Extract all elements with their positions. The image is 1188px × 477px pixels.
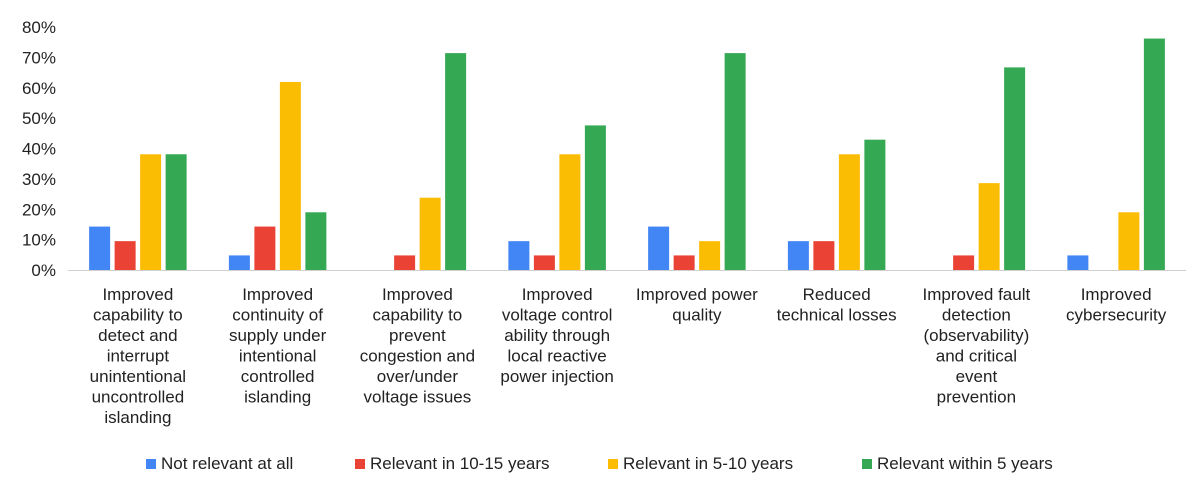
category-label: Improved cybersecurity — [1066, 285, 1167, 325]
y-tick-label: 30% — [22, 170, 56, 189]
bar — [584, 125, 606, 270]
legend-label: Relevant in 5-10 years — [623, 454, 793, 473]
bar — [445, 53, 467, 271]
bar — [419, 197, 441, 270]
bar — [673, 255, 695, 270]
y-tick-label: 50% — [22, 109, 56, 128]
bar — [508, 241, 530, 270]
legend-swatch — [862, 459, 872, 469]
bar — [1143, 38, 1165, 271]
y-tick-label: 40% — [22, 140, 56, 159]
y-axis: 0% 10% 20% 30% 40% 50% 60% 70% 80% — [22, 18, 56, 280]
category-label: Improved fault detection (observability) an… — [923, 285, 1031, 407]
legend-swatch — [608, 459, 618, 469]
bar — [165, 154, 187, 270]
bar — [254, 226, 276, 270]
bar — [1067, 255, 1089, 270]
bar — [228, 255, 250, 270]
category-label: Improved capability to detect and interrupt… — [90, 285, 186, 427]
category-label: Reduced technical losses — [777, 285, 897, 325]
category-label: Improved power quality — [636, 285, 758, 325]
bar — [699, 241, 721, 270]
bar — [953, 255, 975, 270]
bar — [89, 226, 111, 270]
y-tick-label: 0% — [31, 261, 56, 280]
bar — [648, 226, 670, 270]
bar — [787, 241, 809, 270]
bar — [394, 255, 416, 270]
legend-swatch — [355, 459, 365, 469]
bar — [1004, 67, 1026, 271]
bar — [1118, 212, 1140, 270]
bar — [724, 53, 746, 271]
bar — [978, 183, 1000, 270]
category-label: Improved capability to prevent congestion a… — [360, 285, 475, 407]
legend-label: Relevant in 10-15 years — [370, 454, 550, 473]
y-tick-label: 70% — [22, 48, 56, 67]
bar — [305, 212, 327, 270]
bar — [279, 81, 301, 270]
category-label: Improved voltage control ability through lo… — [500, 285, 613, 386]
y-tick-label: 20% — [22, 200, 56, 219]
bar — [864, 139, 886, 270]
bar — [559, 154, 581, 270]
legend-label: Relevant within 5 years — [877, 454, 1053, 473]
bar — [533, 255, 555, 270]
bar — [813, 241, 835, 270]
bar — [838, 154, 860, 270]
bar — [114, 241, 136, 270]
category-label: Improved continuity of supply under intenti… — [229, 285, 327, 407]
legend: Not relevant at all Relevant in 10-15 yea… — [146, 454, 1053, 473]
bar — [140, 154, 162, 270]
y-tick-label: 80% — [22, 18, 56, 37]
category-labels: Improved capability to detect and interrupt… — [90, 285, 1167, 427]
bars — [89, 38, 1165, 271]
legend-label: Not relevant at all — [161, 454, 293, 473]
y-tick-label: 60% — [22, 79, 56, 98]
y-tick-label: 10% — [22, 231, 56, 250]
legend-swatch — [146, 459, 156, 469]
